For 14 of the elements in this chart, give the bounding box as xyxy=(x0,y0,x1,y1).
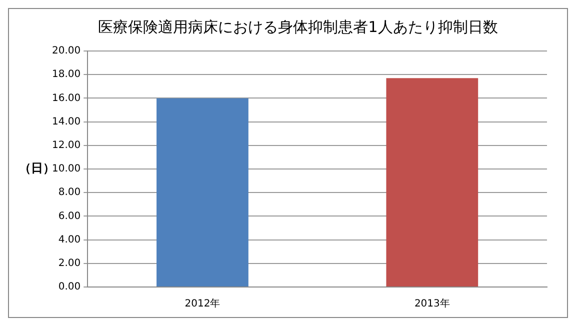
x-tick-label: 2013年 xyxy=(414,298,450,310)
x-tick-label: 2012年 xyxy=(184,298,220,310)
y-tick-label: 0.00 xyxy=(58,282,81,293)
y-tick-label: 6.00 xyxy=(58,210,81,222)
y-tick-label: 16.00 xyxy=(52,92,81,104)
y-tick-label: 20.00 xyxy=(52,46,81,57)
chart-title: 医療保険適用病床における身体抑制患者1人あたり抑制日数 xyxy=(98,18,498,36)
y-tick-label: 8.00 xyxy=(58,187,81,198)
y-tick-label: 10.00 xyxy=(52,164,81,175)
y-tick-label: 12.00 xyxy=(52,140,81,151)
y-tick-label: 14.00 xyxy=(52,116,81,128)
y-tick-label: 2.00 xyxy=(58,258,81,269)
y-tick-label: 4.00 xyxy=(58,234,81,246)
y-tick-label: 18.00 xyxy=(52,69,81,80)
